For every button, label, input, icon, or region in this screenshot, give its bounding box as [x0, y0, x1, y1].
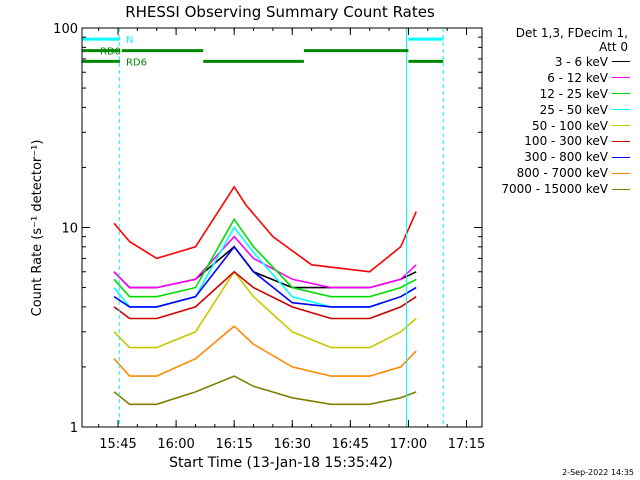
legend-swatch: [612, 156, 630, 158]
legend-item-label: 100 - 300 keV: [524, 134, 608, 149]
legend-header-line-1: Det 1,3, FDecim 1,: [515, 26, 628, 40]
legend-swatch: [612, 109, 630, 111]
series-line-6-12-kev-1: [113, 235, 417, 289]
legend-swatch: [612, 77, 630, 79]
series-line-unlabeled-9: [113, 185, 417, 273]
x-tick-label: 17:00: [390, 437, 427, 452]
y-axis-label: Count Rate (s⁻¹ detector⁻¹): [30, 140, 45, 317]
legend: Det 1,3, FDecim 1, Att 0 3 - 6 keV 6 - 12…: [484, 26, 634, 197]
legend-item: 100 - 300 keV: [484, 133, 634, 149]
legend-swatch: [612, 188, 630, 190]
series-line-7000-15000-kev-8: [113, 375, 417, 406]
legend-item: 25 - 50 keV: [484, 102, 634, 118]
legend-rows: 3 - 6 keV 6 - 12 keV 12 - 25 keV 25 - 50 ke…: [484, 54, 634, 197]
legend-item: 3 - 6 keV: [484, 54, 634, 70]
annotation-layer: N RD0 RD6: [82, 28, 444, 427]
legend-item: 6 - 12 keV: [484, 70, 634, 86]
x-axis-label: Start Time (13-Jan-18 15:35:42): [169, 455, 393, 471]
x-tick-label: 16:15: [215, 437, 252, 452]
chart-title: RHESSI Observing Summary Count Rates: [125, 3, 435, 21]
legend-item: 300 - 800 keV: [484, 149, 634, 165]
legend-swatch: [612, 140, 630, 142]
plot-frame: [81, 27, 483, 428]
x-tick-label: 15:45: [99, 437, 136, 452]
state-label-rd0: RD0: [100, 47, 121, 58]
legend-item-label: 7000 - 15000 keV: [501, 182, 608, 197]
y-tick-label: 100: [53, 22, 78, 37]
legend-item-label: 25 - 50 keV: [539, 102, 608, 117]
legend-item: 7000 - 15000 keV: [484, 181, 634, 197]
series-layer: [113, 185, 417, 406]
series-line-50-100-kev-4: [113, 270, 417, 349]
y-tick-label: 1: [70, 421, 78, 436]
x-tick-label: 16:45: [332, 437, 369, 452]
x-tick-label: 16:30: [274, 437, 311, 452]
legend-item-label: 12 - 25 keV: [539, 86, 608, 101]
axes-layer: 15:45 16:00 16:15 16:30 16:45 17:00 17:15 1 10 10…: [53, 22, 485, 452]
legend-item-label: 6 - 12 keV: [547, 70, 608, 85]
legend-item-label: 300 - 800 keV: [524, 150, 608, 165]
x-tick-label: 16:00: [157, 437, 194, 452]
y-tick-label: 10: [61, 222, 78, 237]
legend-swatch: [612, 61, 630, 63]
legend-header-line-2: Att 0: [599, 40, 628, 54]
legend-item-label: 3 - 6 keV: [554, 54, 608, 69]
series-line-800-7000-kev-7: [113, 325, 417, 377]
series-line-100-300-kev-5: [113, 270, 417, 320]
legend-item-label: 50 - 100 keV: [531, 118, 608, 133]
series-line-25-50-kev-3: [113, 226, 417, 308]
series-line-12-25-kev-2: [113, 217, 417, 298]
legend-item: 50 - 100 keV: [484, 118, 634, 134]
footer-timestamp: 2-Sep-2022 14:35: [562, 468, 634, 477]
legend-item: 800 - 7000 keV: [484, 165, 634, 181]
state-label-rd6: RD6: [126, 57, 147, 68]
legend-item-label: 800 - 7000 keV: [516, 166, 608, 181]
series-line-300-800-kev-6: [113, 245, 417, 308]
legend-swatch: [612, 172, 630, 174]
legend-swatch: [612, 93, 630, 95]
legend-item: 12 - 25 keV: [484, 86, 634, 102]
state-label-n: N: [126, 35, 133, 46]
x-tick-label: 17:15: [448, 437, 485, 452]
legend-swatch: [612, 125, 630, 126]
